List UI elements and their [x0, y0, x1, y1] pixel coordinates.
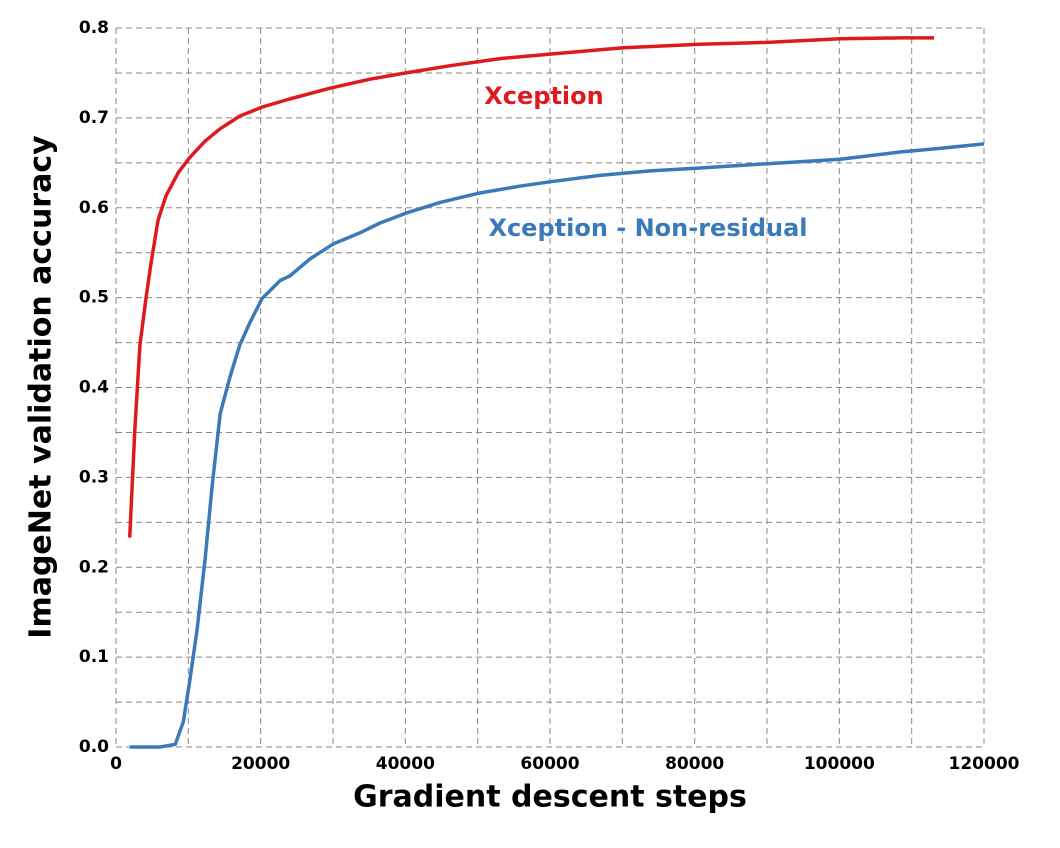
- y-tick-label: 0.5: [79, 288, 109, 308]
- y-tick-label: 0.8: [79, 18, 109, 38]
- y-tick-label: 0.0: [79, 737, 109, 757]
- x-tick-label: 80000: [665, 754, 724, 774]
- y-axis-title: ImageNet validation accuracy: [24, 135, 59, 639]
- x-axis-title: Gradient descent steps: [353, 780, 747, 815]
- y-tick-label: 0.1: [79, 647, 109, 667]
- x-tick-label: 60000: [520, 754, 579, 774]
- x-tick-label: 40000: [376, 754, 435, 774]
- x-tick-label: 100000: [804, 754, 875, 774]
- y-tick-label: 0.4: [79, 378, 109, 398]
- y-tick-label: 0.2: [79, 557, 109, 577]
- legend-label: Xception - Non-residual: [488, 214, 807, 242]
- y-tick-label: 0.6: [79, 198, 109, 218]
- x-tick-label: 120000: [949, 754, 1020, 774]
- y-tick-label: 0.3: [79, 467, 109, 487]
- x-tick-label: 0: [110, 754, 122, 774]
- x-tick-label: 20000: [231, 754, 290, 774]
- line: [127, 36, 935, 538]
- legend-label: Xception: [484, 82, 603, 110]
- line: [129, 142, 985, 749]
- y-tick-label: 0.7: [79, 108, 109, 128]
